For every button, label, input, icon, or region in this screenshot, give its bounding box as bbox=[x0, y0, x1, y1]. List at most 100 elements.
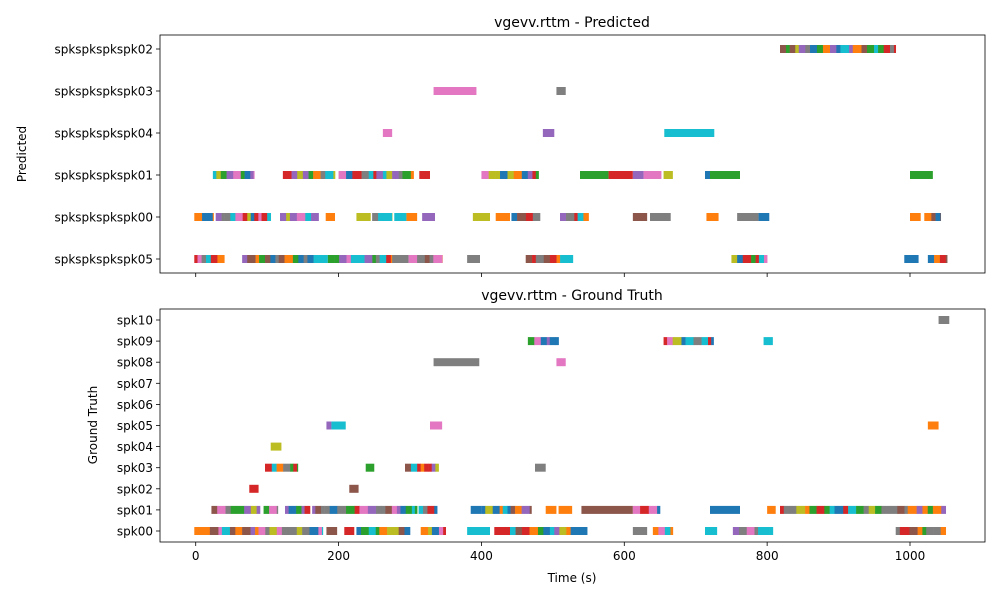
segment-bar bbox=[282, 171, 292, 179]
segment-bar bbox=[385, 213, 393, 221]
segment-bar bbox=[220, 171, 227, 179]
axes-frame bbox=[159, 34, 986, 274]
segment-bar bbox=[907, 505, 917, 514]
segment-bar bbox=[664, 129, 715, 137]
segment-bar bbox=[427, 505, 435, 514]
segment-bar bbox=[940, 527, 947, 535]
x-tick-label: 800 bbox=[756, 549, 779, 563]
segment-bar bbox=[705, 171, 710, 179]
segment-bar bbox=[250, 527, 256, 535]
segment-bar bbox=[663, 171, 673, 179]
segment-bar bbox=[392, 171, 399, 179]
segment-bar bbox=[495, 213, 510, 221]
segment-bar bbox=[331, 421, 346, 430]
segment-bar bbox=[206, 255, 212, 263]
segment-bar bbox=[583, 213, 589, 221]
segment-bar bbox=[856, 505, 864, 514]
segment-bar bbox=[398, 171, 403, 179]
segment-bar bbox=[211, 505, 218, 514]
segment-bar bbox=[822, 45, 831, 53]
segment-bar bbox=[298, 255, 304, 263]
segment-bar bbox=[267, 213, 272, 221]
segment-bar bbox=[917, 527, 923, 535]
segment-bar bbox=[373, 171, 377, 179]
segment-bar bbox=[706, 213, 719, 221]
segment-bar bbox=[376, 505, 382, 514]
segment-bar bbox=[767, 505, 776, 514]
segment-bar bbox=[386, 255, 392, 263]
segment-bar bbox=[250, 171, 254, 179]
segment-bar bbox=[895, 527, 901, 535]
segment-bar bbox=[507, 171, 515, 179]
segment-bar bbox=[643, 171, 662, 179]
segment-bar bbox=[934, 255, 941, 263]
segment-bar bbox=[708, 337, 712, 346]
segment-bar bbox=[265, 463, 273, 472]
segment-bar bbox=[648, 505, 658, 514]
segment-bar bbox=[312, 505, 316, 514]
y-tick-label: spk03 bbox=[117, 461, 153, 475]
segment-bar bbox=[513, 171, 523, 179]
segment-bar bbox=[555, 337, 559, 346]
segment-bar bbox=[904, 255, 919, 263]
segment-bar bbox=[404, 527, 411, 535]
segment-bar bbox=[199, 527, 207, 535]
segment-bar bbox=[270, 442, 282, 451]
segment-bar bbox=[546, 337, 551, 346]
segment-bar bbox=[394, 213, 407, 221]
segment-bar bbox=[378, 213, 387, 221]
segment-bar bbox=[640, 505, 650, 514]
segment-bar bbox=[271, 463, 277, 472]
segment-bar bbox=[549, 337, 556, 346]
segment-bar bbox=[392, 255, 409, 263]
segment-bar bbox=[939, 255, 947, 263]
segment-bar bbox=[276, 505, 279, 514]
segment-bar bbox=[931, 213, 936, 221]
segment-bar bbox=[320, 505, 325, 514]
segment-bar bbox=[269, 527, 278, 535]
segment-bar bbox=[829, 45, 837, 53]
segment-bar bbox=[242, 213, 248, 221]
segment-bar bbox=[359, 505, 369, 514]
segment-bar bbox=[910, 213, 921, 221]
segment-bar bbox=[652, 527, 659, 535]
segment-bar bbox=[632, 213, 648, 221]
ground-truth-panel: vgevv.rttm - Ground Truth spk00spk01spk0… bbox=[86, 288, 986, 585]
segment-bar bbox=[881, 505, 890, 514]
segment-bar bbox=[521, 171, 529, 179]
segment-bar bbox=[472, 213, 490, 221]
segment-bar bbox=[350, 255, 360, 263]
segment-bar bbox=[549, 255, 557, 263]
segment-bar bbox=[224, 213, 231, 221]
segment-bar bbox=[521, 527, 530, 535]
y-tick-label: spk08 bbox=[117, 356, 153, 370]
segment-bar bbox=[789, 45, 796, 53]
segment-bar bbox=[580, 171, 609, 179]
segment-bar bbox=[402, 171, 412, 179]
y-tick-label: spkspkspkspk03 bbox=[54, 85, 153, 99]
segment-bar bbox=[410, 171, 414, 179]
segment-bar bbox=[916, 505, 923, 514]
segment-bar bbox=[875, 505, 882, 514]
segment-bar bbox=[558, 505, 573, 514]
segment-bar bbox=[283, 463, 291, 472]
segment-bar bbox=[417, 255, 426, 263]
segment-bar bbox=[381, 505, 386, 514]
segment-bar bbox=[285, 505, 289, 514]
segment-bar bbox=[218, 527, 223, 535]
segment-bar bbox=[244, 505, 252, 514]
segment-bar bbox=[296, 527, 303, 535]
segment-bar bbox=[212, 213, 214, 221]
segment-bar bbox=[368, 527, 377, 535]
segment-bar bbox=[418, 505, 424, 514]
segment-bar bbox=[321, 527, 324, 535]
segment-bar bbox=[390, 527, 399, 535]
segment-bar bbox=[861, 45, 868, 53]
segment-bar bbox=[233, 171, 242, 179]
segment-bar bbox=[632, 171, 644, 179]
y-tick-label: spk04 bbox=[117, 440, 153, 454]
segment-bar bbox=[783, 505, 791, 514]
segment-bar bbox=[385, 505, 393, 514]
segment-bar bbox=[542, 129, 555, 137]
